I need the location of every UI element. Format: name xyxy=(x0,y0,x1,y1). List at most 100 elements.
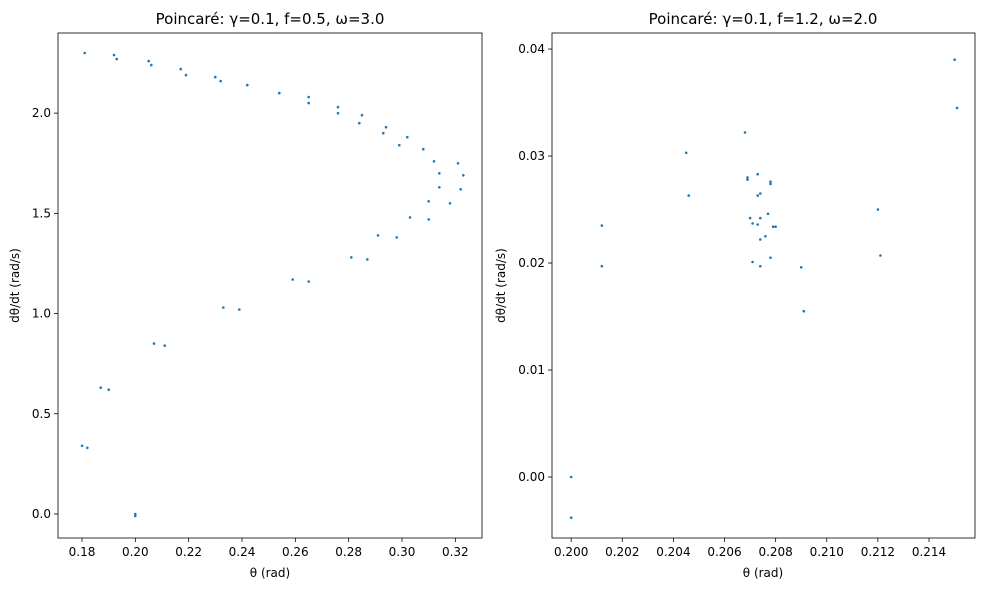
right-data-point xyxy=(746,178,749,181)
left-data-point xyxy=(336,111,340,115)
left-data-point xyxy=(350,256,353,259)
left-chart-title: Poincaré: γ=0.1, f=0.5, ω=3.0 xyxy=(156,10,385,28)
right-y-tick-label: 0.02 xyxy=(518,256,545,270)
left-x-ticks: 0.18 0.20 0.22 0.24 0.26 0.28 0.30 0.32 xyxy=(69,538,469,559)
right-x-tick-label: 0.200 xyxy=(554,545,588,559)
right-data-point xyxy=(756,172,759,176)
left-data-point xyxy=(307,101,311,105)
left-x-tick-label: 0.20 xyxy=(122,545,149,559)
left-data-point xyxy=(291,278,295,281)
right-x-tick-label: 0.202 xyxy=(605,545,639,559)
right-data-point xyxy=(756,194,759,197)
left-data-point xyxy=(432,160,436,163)
left-data-point xyxy=(307,95,311,99)
right-data-point xyxy=(756,223,759,226)
left-y-ticks: 0.0 0.5 1.0 1.5 2.0 xyxy=(32,106,58,521)
right-y-axis-label: dθ/dt (rad/s) xyxy=(494,248,508,323)
right-y-tick-label: 0.01 xyxy=(518,363,545,377)
right-y-ticks: 0.00 0.01 0.02 0.03 0.04 xyxy=(518,42,552,484)
left-data-point xyxy=(448,202,452,205)
right-chart-title: Poincaré: γ=0.1, f=1.2, ω=2.0 xyxy=(649,10,878,28)
right-data-point xyxy=(771,225,775,228)
left-data-point xyxy=(395,236,399,239)
left-data-point xyxy=(422,147,425,151)
left-y-tick-label: 1.5 xyxy=(32,206,51,220)
left-data-point xyxy=(238,308,241,311)
right-x-tick-label: 0.214 xyxy=(912,545,946,559)
right-x-ticks: 0.200 0.202 0.204 0.206 0.208 0.210 0.212 0.214 xyxy=(554,538,946,559)
right-data-point xyxy=(759,238,762,241)
right-data-point xyxy=(600,224,604,227)
left-data-point xyxy=(184,73,188,77)
left-data-point xyxy=(406,135,409,139)
left-data-point xyxy=(366,258,369,261)
left-points xyxy=(80,51,465,518)
left-x-tick-label: 0.26 xyxy=(282,545,309,559)
right-data-point xyxy=(879,254,882,257)
left-data-point xyxy=(147,59,150,63)
left-data-point xyxy=(462,174,465,177)
right-data-point xyxy=(764,235,767,238)
left-data-point xyxy=(222,306,225,309)
left-data-point xyxy=(360,113,364,117)
right-data-point xyxy=(569,475,573,479)
left-x-tick-label: 0.22 xyxy=(175,545,202,559)
left-data-point xyxy=(307,280,311,283)
right-data-point xyxy=(876,208,880,211)
left-data-point xyxy=(246,83,249,87)
left-data-point xyxy=(376,234,380,237)
left-data-point xyxy=(408,216,412,219)
left-data-point xyxy=(86,446,89,450)
left-data-point xyxy=(438,186,441,189)
right-subplot: Poincaré: γ=0.1, f=1.2, ω=2.0 0.200 0.202… xyxy=(494,10,976,580)
left-data-point xyxy=(83,51,86,55)
left-data-point xyxy=(150,63,153,67)
right-x-tick-label: 0.206 xyxy=(707,545,741,559)
right-data-point xyxy=(684,151,688,155)
right-data-point xyxy=(751,222,754,225)
left-y-tick-label: 0.0 xyxy=(32,507,51,521)
right-data-point xyxy=(799,266,803,269)
left-data-point xyxy=(459,188,463,191)
right-data-point xyxy=(746,176,749,179)
right-data-point xyxy=(743,131,747,134)
right-data-point xyxy=(759,264,762,268)
right-data-point xyxy=(774,225,777,228)
left-data-point xyxy=(134,512,137,516)
right-x-axis-label: θ (rad) xyxy=(743,566,783,580)
left-data-point xyxy=(214,75,217,79)
right-x-tick-label: 0.204 xyxy=(656,545,690,559)
right-data-point xyxy=(766,212,770,216)
right-points xyxy=(569,58,959,519)
left-data-point xyxy=(80,444,84,448)
right-data-point xyxy=(759,216,762,220)
left-y-tick-label: 2.0 xyxy=(32,106,51,120)
left-x-tick-label: 0.28 xyxy=(335,545,362,559)
right-data-point xyxy=(769,256,772,260)
right-data-point xyxy=(600,264,604,268)
left-data-point xyxy=(134,514,137,518)
right-data-point xyxy=(955,106,959,110)
left-data-point xyxy=(163,344,166,347)
left-data-point xyxy=(219,79,222,83)
left-data-point xyxy=(179,67,182,71)
right-data-point xyxy=(769,182,772,186)
right-plot-frame xyxy=(551,32,976,539)
right-y-tick-label: 0.00 xyxy=(518,470,545,484)
right-data-point xyxy=(953,58,956,61)
left-y-tick-label: 1.0 xyxy=(32,307,51,321)
left-data-point xyxy=(438,172,441,175)
left-data-point xyxy=(112,53,116,57)
left-x-tick-label: 0.32 xyxy=(442,545,469,559)
right-x-tick-label: 0.210 xyxy=(810,545,844,559)
left-data-point xyxy=(336,105,340,109)
right-x-tick-label: 0.208 xyxy=(758,545,792,559)
left-data-point xyxy=(427,218,431,221)
left-data-point xyxy=(358,121,361,125)
left-data-point xyxy=(115,57,118,61)
right-y-tick-label: 0.04 xyxy=(518,42,545,56)
left-y-tick-label: 0.5 xyxy=(32,407,51,421)
right-data-point xyxy=(802,309,806,313)
left-data-point xyxy=(278,91,281,95)
right-data-point xyxy=(769,180,772,183)
